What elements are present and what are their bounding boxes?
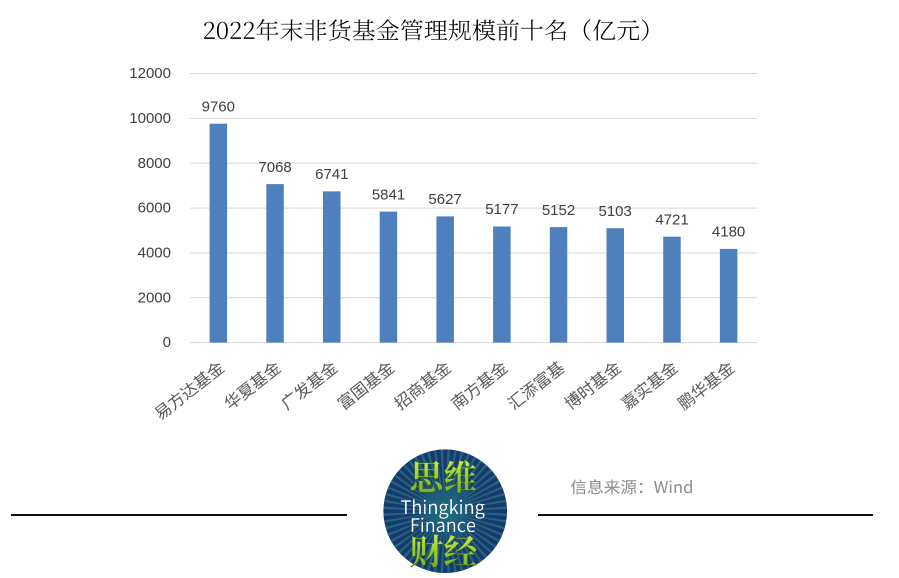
svg-text:9760: 9760 bbox=[202, 98, 235, 115]
svg-text:6741: 6741 bbox=[315, 166, 348, 183]
svg-text:6000: 6000 bbox=[138, 200, 171, 217]
svg-text:5627: 5627 bbox=[428, 191, 461, 208]
svg-text:4180: 4180 bbox=[712, 224, 745, 241]
svg-text:5841: 5841 bbox=[372, 186, 405, 203]
svg-text:8000: 8000 bbox=[138, 155, 171, 172]
svg-text:10000: 10000 bbox=[129, 110, 171, 127]
svg-text:4000: 4000 bbox=[138, 245, 171, 262]
svg-text:4721: 4721 bbox=[655, 211, 688, 228]
svg-text:0: 0 bbox=[163, 334, 171, 351]
svg-text:5152: 5152 bbox=[542, 202, 575, 219]
svg-text:2000: 2000 bbox=[138, 289, 171, 306]
svg-text:7068: 7068 bbox=[258, 159, 291, 176]
svg-text:5177: 5177 bbox=[485, 201, 518, 218]
svg-text:12000: 12000 bbox=[129, 65, 171, 82]
svg-text:5103: 5103 bbox=[599, 203, 632, 220]
